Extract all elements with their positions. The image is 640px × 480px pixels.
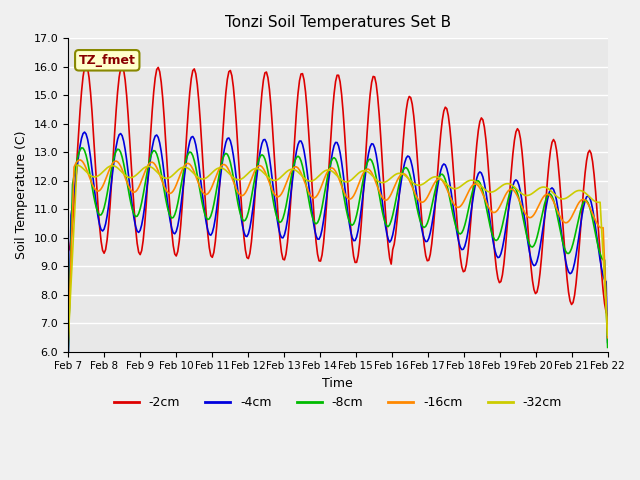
- Line: -4cm: -4cm: [68, 132, 607, 373]
- -2cm: [301, 89, 309, 95]
- -2cm: [227, 68, 234, 73]
- -2cm: [575, 246, 583, 252]
- -16cm: [301, 181, 309, 187]
- -16cm: [132, 189, 140, 194]
- -16cm: [575, 200, 583, 205]
- -8cm: [227, 159, 234, 165]
- -4cm: [575, 232, 583, 238]
- -32cm: [132, 173, 140, 179]
- -2cm: [244, 256, 252, 262]
- -2cm: [604, 312, 611, 318]
- -16cm: [76, 157, 84, 163]
- -8cm: [253, 162, 261, 168]
- -16cm: [253, 164, 261, 169]
- -16cm: [227, 171, 234, 177]
- -16cm: [64, 346, 72, 351]
- Text: TZ_fmet: TZ_fmet: [79, 54, 136, 67]
- -2cm: [253, 154, 261, 159]
- -4cm: [244, 231, 252, 237]
- -16cm: [604, 335, 611, 341]
- -4cm: [64, 371, 72, 376]
- -32cm: [227, 172, 234, 178]
- -16cm: [244, 184, 252, 190]
- -8cm: [132, 214, 140, 219]
- -2cm: [64, 249, 72, 255]
- -32cm: [604, 332, 611, 338]
- -4cm: [227, 138, 234, 144]
- -8cm: [64, 358, 72, 363]
- -8cm: [575, 214, 583, 219]
- Line: -2cm: -2cm: [68, 64, 607, 315]
- -32cm: [253, 166, 261, 171]
- -32cm: [64, 340, 72, 346]
- -32cm: [244, 170, 252, 176]
- Title: Tonzi Soil Temperatures Set B: Tonzi Soil Temperatures Set B: [225, 15, 451, 30]
- -32cm: [73, 162, 81, 168]
- -4cm: [301, 157, 309, 163]
- Line: -8cm: -8cm: [68, 148, 607, 360]
- Legend: -2cm, -4cm, -8cm, -16cm, -32cm: -2cm, -4cm, -8cm, -16cm, -32cm: [109, 391, 567, 414]
- -2cm: [132, 226, 140, 232]
- -8cm: [301, 179, 309, 184]
- -4cm: [132, 224, 140, 229]
- Line: -16cm: -16cm: [68, 160, 607, 348]
- -4cm: [604, 339, 611, 345]
- Line: -32cm: -32cm: [68, 165, 607, 343]
- -8cm: [77, 145, 85, 151]
- Y-axis label: Soil Temperature (C): Soil Temperature (C): [15, 131, 28, 259]
- -4cm: [81, 129, 88, 135]
- -8cm: [244, 209, 252, 215]
- X-axis label: Time: Time: [323, 377, 353, 390]
- -32cm: [301, 176, 309, 182]
- -8cm: [604, 345, 611, 350]
- -2cm: [82, 61, 90, 67]
- -4cm: [253, 168, 261, 174]
- -32cm: [575, 188, 583, 193]
